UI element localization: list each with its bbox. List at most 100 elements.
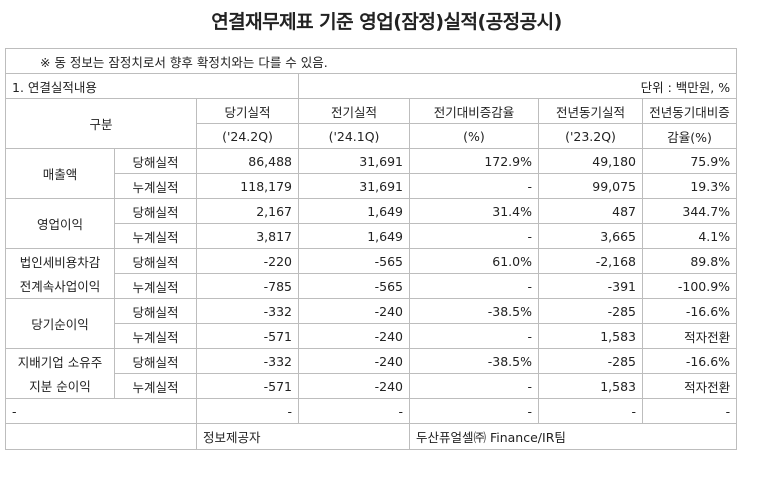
row-group-label: 지분 순이익 [5,373,115,399]
row-type: 당해실적 [114,198,197,224]
yoy-prev-value: -391 [538,273,643,299]
table-row: 누계실적 118,179 31,691 - 99,075 19.3% [6,173,738,199]
yoy-header: 전년동기대비증 [641,98,738,124]
current-value: 86,488 [196,148,299,174]
yoy-value: 적자전환 [641,323,738,349]
unit-label: 단위 : 백만원, % [297,73,738,99]
row-type: 누계실적 [114,323,197,349]
current-value: 2,167 [196,198,299,224]
current-value: -332 [196,298,299,324]
yoy-unit: 감율(%) [641,123,738,149]
yoy-prev-value: -285 [538,298,643,324]
yoy-prev-period: ('23.2Q) [538,123,643,149]
yoy-prev-value: 49,180 [538,148,643,174]
qoq-unit: (%) [409,123,539,149]
disclaimer-note: ※ 동 정보는 잠정치로서 향후 확정치와는 다를 수 있음. [4,48,738,74]
empty-cell: - [196,398,299,424]
empty-cell: - [5,398,197,424]
table-row: 매출액 당해실적 86,488 31,691 172.9% 49,180 75.… [5,148,738,199]
qoq-value: 31.4% [409,198,539,224]
yoy-value: -16.6% [641,298,738,324]
provider-name: 두산퓨얼셀㈜ Finance/IR팀 [408,423,738,450]
previous-value: -240 [298,348,410,374]
previous-value: -240 [298,323,410,349]
row-type: 누계실적 [114,373,197,399]
qoq-header: 전기대비증감율 [409,98,539,124]
qoq-value: - [409,173,539,199]
qoq-value: 172.9% [409,148,539,174]
empty-cell: - [409,398,539,424]
row-type: 누계실적 [114,273,197,299]
empty-cell: - [641,398,738,424]
yoy-prev-value: -285 [538,348,643,374]
table-row: 전계속사업이익 누계실적 -785 -565 - -391 -100.9% [5,273,738,299]
empty-cell: - [538,398,643,424]
row-type: 당해실적 [114,248,197,274]
yoy-value: -16.6% [641,348,738,374]
previous-header: 전기실적 [298,98,410,124]
previous-value: 31,691 [298,173,410,199]
previous-value: -240 [298,298,410,324]
earnings-table: ※ 동 정보는 잠정치로서 향후 확정치와는 다를 수 있음. 1. 연결실적내… [4,48,738,450]
row-group-label: 지배기업 소유주 [5,348,115,374]
yoy-value: 19.3% [641,173,738,199]
yoy-prev-value: 3,665 [538,223,643,249]
current-value: -220 [196,248,299,274]
yoy-prev-header: 전년동기실적 [538,98,643,124]
previous-period: ('24.1Q) [298,123,410,149]
table-row: 법인세비용차감 당해실적 -220 -565 61.0% -2,168 89.8… [5,248,738,274]
current-value: -785 [196,273,299,299]
yoy-prev-value: 1,583 [538,373,643,399]
current-value: -332 [196,348,299,374]
qoq-value: - [409,323,539,349]
row-type: 당해실적 [114,298,197,324]
current-value: -571 [196,323,299,349]
qoq-value: -38.5% [409,348,539,374]
current-header: 당기실적 [196,98,299,124]
previous-value: 1,649 [298,223,410,249]
section-title: 1. 연결실적내용 [5,73,299,99]
empty-cell: - [298,398,410,424]
row-group-label: 전계속사업이익 [5,273,115,299]
document-title: 연결재무제표 기준 영업(잠정)실적(공정공시) [211,11,562,33]
category-header: 구분 [5,98,197,149]
yoy-value: 89.8% [641,248,738,274]
yoy-prev-value: 487 [538,198,643,224]
row-type: 누계실적 [114,223,197,249]
yoy-value: 4.1% [641,223,738,249]
previous-value: -240 [298,373,410,399]
qoq-value: - [409,223,539,249]
current-value: 3,817 [196,223,299,249]
row-type: 당해실적 [114,348,197,374]
previous-value: -565 [298,273,410,299]
row-group-label: 매출액 [5,148,115,199]
previous-value: 1,649 [298,198,410,224]
current-period: ('24.2Q) [196,123,299,149]
yoy-value: 344.7% [641,198,738,224]
qoq-value: - [409,273,539,299]
table-row: 누계실적 3,817 1,649 - 3,665 4.1% [6,223,738,249]
table-row: 영업이익 당해실적 2,167 1,649 31.4% 487 344.7% [5,198,738,249]
current-value: 118,179 [196,173,299,199]
qoq-value: - [409,373,539,399]
table-row: 당기순이익 당해실적 -332 -240 -38.5% -285 -16.6% [5,298,738,349]
yoy-prev-value: -2,168 [538,248,643,274]
yoy-value: -100.9% [641,273,738,299]
yoy-prev-value: 1,583 [538,323,643,349]
footer-spacer [5,423,197,450]
current-value: -571 [196,373,299,399]
table-row: 지배기업 소유주 당해실적 -332 -240 -38.5% -285 -16.… [5,348,738,374]
qoq-value: 61.0% [409,248,539,274]
footer-row: 정보제공자 두산퓨얼셀㈜ Finance/IR팀 [5,423,738,450]
table-row: 누계실적 -571 -240 - 1,583 적자전환 [6,323,738,349]
table-row: - - - - - - [5,398,738,424]
row-group-label: 법인세비용차감 [5,248,115,274]
row-type: 누계실적 [114,173,197,199]
yoy-value: 적자전환 [641,373,738,399]
row-group-label: 당기순이익 [5,298,115,349]
previous-value: -565 [298,248,410,274]
yoy-value: 75.9% [641,148,738,174]
row-group-label: 영업이익 [5,198,115,249]
provider-label: 정보제공자 [196,423,410,450]
previous-value: 31,691 [298,148,410,174]
